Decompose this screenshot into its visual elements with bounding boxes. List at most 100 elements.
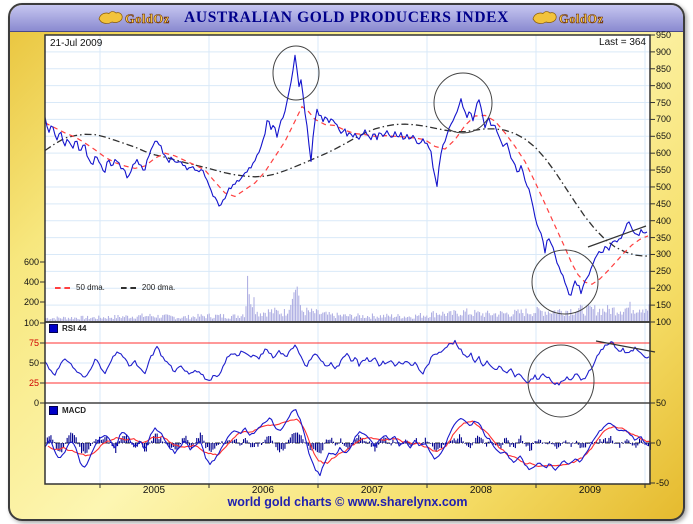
macd-histogram-bar xyxy=(351,443,353,445)
macd-histogram-bar xyxy=(430,443,432,444)
macd-histogram-bar xyxy=(565,440,567,443)
volume-bar xyxy=(424,316,426,322)
macd-histogram-bar xyxy=(327,439,329,443)
macd-histogram-bar xyxy=(288,439,290,443)
volume-bar xyxy=(392,317,394,322)
macd-histogram-bar xyxy=(513,443,515,447)
volume-bar xyxy=(639,309,641,322)
volume-bar xyxy=(219,313,221,322)
volume-bar xyxy=(98,315,100,322)
volume-bar xyxy=(584,315,586,322)
volume-bar xyxy=(563,316,565,322)
axis-tick-label: 50 xyxy=(656,398,667,408)
volume-bar xyxy=(304,315,306,322)
macd-histogram-bar xyxy=(304,442,306,444)
macd-histogram-bar xyxy=(619,443,621,448)
volume-bar xyxy=(384,317,386,322)
volume-bar xyxy=(605,312,607,322)
volume-bar xyxy=(154,317,156,322)
axis-tick-label: 100 xyxy=(23,318,39,328)
volume-bar xyxy=(627,307,629,322)
volume-bar xyxy=(66,319,68,322)
volume-bar xyxy=(104,318,106,322)
axis-tick-label: 0 xyxy=(656,438,662,448)
axis-tick-label: 150 xyxy=(656,300,672,311)
volume-bar xyxy=(229,318,231,322)
macd-histogram-bar xyxy=(109,442,111,443)
dma50-line-sample xyxy=(55,286,70,289)
macd-histogram-bar xyxy=(457,438,459,443)
volume-bar xyxy=(515,311,517,322)
volume-bar xyxy=(210,317,212,322)
volume-bar xyxy=(239,318,241,322)
volume-bar xyxy=(309,312,311,322)
volume-bar xyxy=(122,316,124,322)
volume-bar xyxy=(247,275,249,322)
macd-histogram-bar xyxy=(545,443,547,444)
macd-histogram-bar xyxy=(68,435,70,443)
macd-histogram-bar xyxy=(507,440,509,443)
volume-bar xyxy=(67,317,69,322)
volume-bar xyxy=(245,306,247,322)
macd-histogram-bar xyxy=(597,443,599,444)
volume-bar xyxy=(607,305,609,322)
macd-histogram-bar xyxy=(50,435,52,443)
volume-bar xyxy=(200,314,202,322)
volume-bar xyxy=(365,317,367,322)
axis-tick-label: 950 xyxy=(656,30,672,40)
volume-bar xyxy=(589,305,591,322)
volume-bar xyxy=(162,315,164,322)
volume-bar xyxy=(283,309,285,322)
macd-histogram-bar xyxy=(630,443,632,444)
macd-histogram-bar xyxy=(543,442,545,444)
macd-histogram-bar xyxy=(621,442,623,444)
volume-bar xyxy=(251,307,253,322)
macd-histogram-bar xyxy=(385,437,387,443)
volume-bar xyxy=(575,312,577,322)
macd-histogram-bar xyxy=(153,436,155,443)
macd-histogram-bar xyxy=(325,439,327,443)
volume-bar xyxy=(615,315,617,322)
volume-bar xyxy=(53,318,55,322)
macd-histogram-bar xyxy=(225,443,227,444)
volume-bar xyxy=(168,315,170,322)
volume-bar xyxy=(466,308,468,322)
macd-histogram-bar xyxy=(484,443,486,444)
annotation-circle xyxy=(531,249,599,315)
volume-bar xyxy=(139,315,141,322)
volume-bar xyxy=(541,311,543,322)
macd-histogram-bar xyxy=(329,439,331,443)
volume-bar xyxy=(163,314,165,322)
volume-bar xyxy=(253,297,255,322)
volume-bar xyxy=(299,305,301,322)
macd-histogram-bar xyxy=(219,443,221,444)
macd-histogram-bar xyxy=(594,442,596,443)
volume-bar xyxy=(621,314,623,322)
macd-histogram-bar xyxy=(520,435,522,443)
sharelynx-credit[interactable]: world gold charts © www.sharelynx.com xyxy=(227,495,468,509)
volume-bar xyxy=(160,317,162,322)
macd-histogram-bar xyxy=(529,443,531,451)
volume-bar xyxy=(600,315,602,322)
macd-histogram-bar xyxy=(559,443,561,446)
macd-histogram-bar xyxy=(439,443,441,448)
volume-bar xyxy=(594,305,596,322)
macd-histogram-bar xyxy=(489,441,491,443)
volume-bar xyxy=(107,316,109,322)
axis-tick-label: 500 xyxy=(656,181,672,192)
volume-bar xyxy=(576,310,578,322)
macd-histogram-bar xyxy=(478,436,480,443)
axis-tick-label: 750 xyxy=(656,97,672,108)
volume-bar xyxy=(456,313,458,322)
axis-tick-label: 550 xyxy=(656,165,672,176)
macd-histogram-bar xyxy=(511,443,513,445)
volume-bar xyxy=(611,307,613,322)
macd-histogram-bar xyxy=(648,443,650,447)
volume-bar xyxy=(501,311,503,322)
volume-bar xyxy=(648,304,650,322)
volume-bar xyxy=(383,314,385,322)
volume-bar xyxy=(290,305,292,322)
volume-bar xyxy=(463,310,465,322)
volume-bar xyxy=(195,318,197,322)
macd-histogram-bar xyxy=(180,443,182,445)
